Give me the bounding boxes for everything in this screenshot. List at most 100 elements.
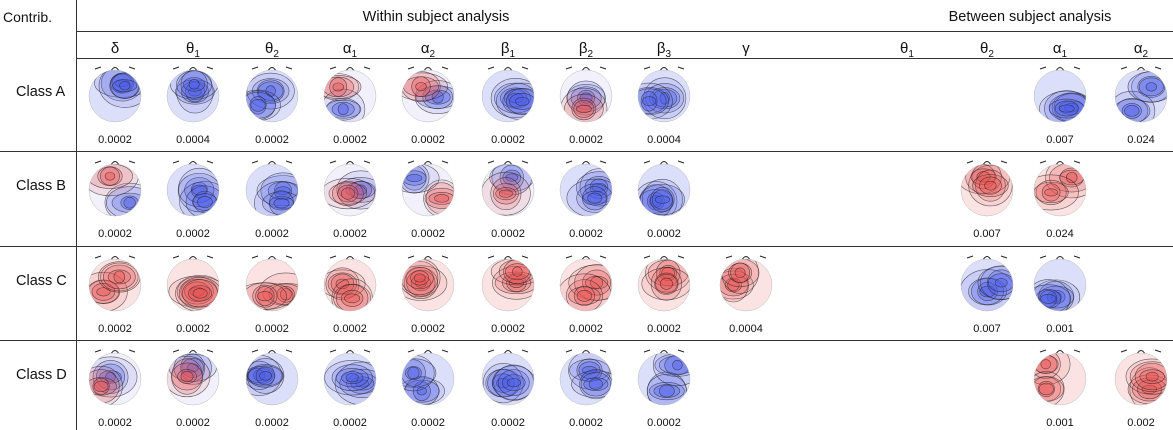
row-0-within-0-p-value: 0.0002 [98,134,132,146]
within-col-header-7-symbol: β [656,40,666,57]
within-col-header-2-symbol: θ [265,40,274,57]
row-2-within-4-map [396,251,460,320]
row-3-within-7-topomap [637,349,691,406]
row-3-within-3-topomap [323,349,377,406]
row-1-within-7-map [632,156,696,225]
row-0-between-2-topomap [1033,66,1087,123]
between-col-header-0-symbol: θ [900,40,909,57]
within-col-header-6-symbol: β [578,40,588,57]
row-1-within-1-p-value: 0.0002 [176,228,210,240]
row-3-between-3-map [1109,345,1173,414]
within-col-header-4-subscript: 2 [429,49,436,60]
row-0-within-3-map [318,62,382,131]
row-0-between-2-map [1028,62,1092,131]
row-2-within-4-p-value: 0.0002 [411,323,445,335]
within-col-header-8: γ [742,40,750,57]
row-1-within-5-topomap [481,160,535,217]
row-2-between-2-topomap [1033,255,1087,312]
row-1-between-1-map [955,156,1019,225]
row-1-within-4-topomap [401,160,455,217]
between-col-header-3-symbol: α [1133,40,1143,57]
row-1-within-5-p-value: 0.0002 [491,228,525,240]
row-3-between-2-p-value: 0.001 [1046,417,1074,429]
within-col-header-6-subscript: 2 [587,49,594,60]
row-2-within-1-map [161,251,225,320]
row-0-within-5-p-value: 0.0002 [491,134,525,146]
row-1-within-0-topomap [88,160,142,217]
within-col-header-7: β3 [657,40,671,60]
row-0-within-0-map [83,62,147,131]
row-0-within-7-map [632,62,696,131]
row-separator-0 [0,151,1173,152]
within-col-header-4-symbol: α [420,40,430,57]
row-1-within-1-topomap [166,160,220,217]
row-0-within-1-p-value: 0.0004 [176,134,210,146]
row-2-within-5-topomap [481,255,535,312]
row-2-within-7-p-value: 0.0002 [647,323,681,335]
row-2-within-0-p-value: 0.0002 [98,323,132,335]
within-col-header-1: θ1 [186,40,200,60]
row-label-1: Class B [16,178,66,194]
between-col-header-2-subscript: 1 [1061,49,1068,60]
row-0-within-5-topomap [481,66,535,123]
row-0-within-6-map [554,62,618,131]
row-3-within-3-map [318,345,382,414]
row-2-within-0-topomap [88,255,142,312]
between-col-header-0-subscript: 1 [908,49,914,60]
label-column-divider [76,0,77,430]
within-col-header-2: θ2 [265,40,279,60]
between-col-header-0: θ1 [900,40,914,60]
row-2-within-6-map [554,251,618,320]
row-2-between-1-topomap [960,255,1014,312]
row-0-between-3-p-value: 0.024 [1127,134,1155,146]
row-2-within-2-map [240,251,304,320]
row-0-within-4-map [396,62,460,131]
within-col-header-5-symbol: β [500,40,510,57]
row-0-within-1-map [161,62,225,131]
within-col-header-5-subscript: 1 [509,49,516,60]
within-subject-title: Within subject analysis [362,9,510,25]
between-col-header-2: α1 [1053,40,1067,60]
row-0-within-4-p-value: 0.0002 [411,134,445,146]
between-col-header-1-subscript: 2 [988,49,994,60]
row-2-within-2-topomap [245,255,299,312]
row-1-within-4-map [396,156,460,225]
row-0-within-7-topomap [637,66,691,123]
row-3-within-0-topomap [88,349,142,406]
row-1-within-4-p-value: 0.0002 [411,228,445,240]
row-2-within-5-p-value: 0.0002 [491,323,525,335]
row-1-within-3-topomap [323,160,377,217]
row-2-within-7-map [632,251,696,320]
row-1-within-6-topomap [559,160,613,217]
row-3-between-2-topomap [1033,349,1087,406]
row-2-within-8-map [714,251,778,320]
between-header-rule [868,31,1173,32]
row-2-within-4-topomap [401,255,455,312]
row-1-within-3-p-value: 0.0002 [333,228,367,240]
row-2-within-6-topomap [559,255,613,312]
within-col-header-0-symbol: δ [110,40,120,57]
row-2-between-2-map [1028,251,1092,320]
row-2-within-3-p-value: 0.0002 [333,323,367,335]
row-2-within-1-p-value: 0.0002 [176,323,210,335]
row-3-between-3-p-value: 0.002 [1127,417,1155,429]
row-2-within-0-map [83,251,147,320]
row-0-between-2-p-value: 0.007 [1046,134,1074,146]
row-2-within-8-p-value: 0.0004 [729,323,763,335]
row-2-within-3-topomap [323,255,377,312]
row-0-within-7-p-value: 0.0004 [647,134,681,146]
row-0-within-5-map [476,62,540,131]
row-3-within-1-map [161,345,225,414]
within-col-header-8-symbol: γ [742,40,750,57]
within-col-header-5: β1 [501,40,515,60]
row-0-within-2-topomap [245,66,299,123]
row-1-within-6-p-value: 0.0002 [569,228,603,240]
row-1-within-1-map [161,156,225,225]
row-0-within-3-p-value: 0.0002 [333,134,367,146]
row-1-within-0-p-value: 0.0002 [98,228,132,240]
row-1-within-3-map [318,156,382,225]
row-3-within-4-p-value: 0.0002 [411,417,445,429]
row-3-within-6-map [554,345,618,414]
row-label-2: Class C [16,273,67,289]
